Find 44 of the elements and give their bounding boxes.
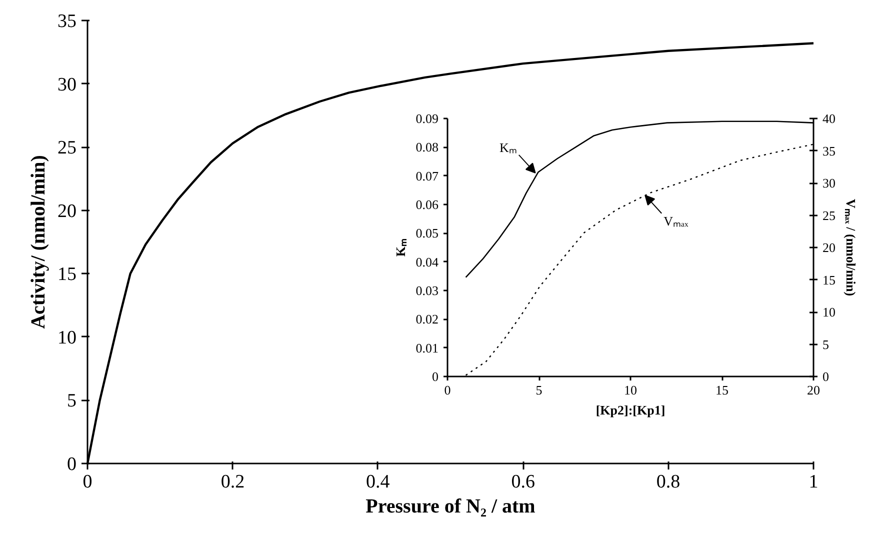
y2-axis-title: Vₘₐₓ / (nmol/min) — [844, 198, 858, 296]
x-tick-label: 0.2 — [220, 472, 245, 492]
x-tick-label: 10 — [624, 382, 637, 398]
y-axis-title: Activity/ (nmol/min) — [28, 155, 50, 329]
y2-tick-label: 20 — [822, 240, 836, 255]
x-tick-label: 0.8 — [656, 472, 680, 492]
y2-tick-label: 0 — [822, 369, 829, 384]
x-axis-title: Pressure of N₂ / atm — [366, 496, 536, 518]
y-tick-label: 20 — [58, 200, 76, 222]
y-tick-label: 0 — [432, 369, 438, 384]
x-tick-label: 20 — [807, 382, 820, 398]
y-tick-label: 15 — [58, 264, 76, 286]
y-tick-label: 0.02 — [416, 312, 438, 327]
y-tick-label: 0.07 — [416, 168, 439, 184]
y-tick-label: 0.08 — [416, 140, 438, 155]
x-tick-label: 0.4 — [366, 472, 390, 492]
x-tick-label: 15 — [716, 382, 728, 398]
y-tick-label: 35 — [58, 11, 76, 32]
x-tick-label: 0 — [444, 382, 451, 398]
y-tick-label: 0.03 — [416, 283, 438, 298]
y-tick-label: 0.01 — [416, 340, 438, 356]
y2-tick-label: 35 — [822, 143, 836, 158]
x-tick-label: 5 — [536, 382, 542, 398]
y2-tick-label: 15 — [822, 272, 836, 288]
y2-tick-label: 40 — [822, 111, 836, 126]
x-tick-label: 0 — [82, 472, 92, 492]
x-tick-label: 0.6 — [511, 472, 535, 492]
y2-tick-label: 25 — [822, 208, 836, 223]
y-tick-label: 0.05 — [416, 226, 438, 241]
y-tick-label: 10 — [58, 327, 76, 348]
y-axis-title: Kₘ — [392, 238, 408, 257]
y-tick-label: 30 — [58, 74, 76, 96]
y-tick-label: 0 — [67, 454, 76, 475]
annotation: Kₘ — [499, 140, 517, 155]
annotation: Vₘₐₓ — [664, 213, 689, 228]
y2-tick-label: 5 — [822, 336, 829, 352]
y-tick-label: 25 — [58, 138, 76, 159]
y2-tick-label: 10 — [822, 304, 836, 320]
y-tick-label: 0.04 — [416, 254, 439, 270]
x-axis-title: [Kp2]:[Kp1] — [596, 402, 666, 418]
x-tick-label: 1 — [808, 472, 818, 492]
y-tick-label: 0.09 — [416, 111, 438, 126]
y2-tick-label: 30 — [822, 176, 836, 190]
y-tick-label: 0.06 — [416, 197, 439, 212]
